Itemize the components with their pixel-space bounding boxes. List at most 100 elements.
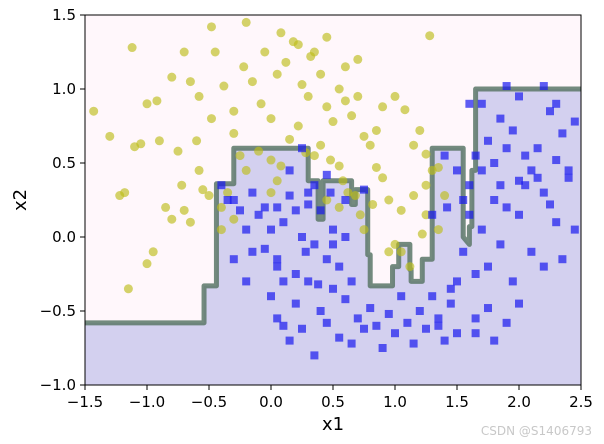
class0-point (148, 247, 158, 257)
class0-point (334, 202, 344, 212)
class0-point (152, 96, 162, 106)
class1-point (397, 292, 406, 301)
class0-point (384, 247, 394, 257)
x-tick-label: 1.0 (383, 393, 407, 411)
class1-point (484, 262, 492, 271)
class0-point (194, 91, 204, 101)
class0-point (396, 205, 406, 215)
class1-point (347, 339, 356, 348)
class1-point (453, 166, 461, 175)
class0-points (89, 17, 450, 294)
class0-point (378, 102, 388, 112)
class1-point (539, 82, 548, 91)
class0-point (384, 195, 394, 205)
class0-point (247, 77, 257, 87)
class0-point (433, 162, 443, 172)
class0-point (390, 91, 400, 101)
class0-point (266, 114, 276, 124)
class0-point (347, 111, 357, 121)
class1-point (310, 181, 319, 190)
class0-point (276, 28, 286, 38)
class1-point (341, 196, 350, 204)
class0-point (293, 121, 303, 131)
y-tick-label: 1.5 (52, 6, 76, 24)
class1-point (515, 299, 523, 308)
class1-point (490, 196, 499, 204)
class1-point (285, 191, 294, 200)
class1-point (326, 188, 335, 197)
y-tick-label: 1.0 (52, 80, 76, 98)
class0-point (142, 259, 152, 269)
class1-point (477, 99, 486, 108)
class0-point (229, 106, 239, 116)
class0-point (365, 140, 375, 150)
class0-point (326, 155, 336, 165)
class0-point (368, 199, 378, 209)
class0-point (219, 81, 229, 91)
class0-point (235, 151, 245, 161)
class0-point (421, 149, 431, 159)
class0-point (241, 17, 251, 27)
class0-point (328, 117, 338, 127)
class1-point (440, 336, 449, 345)
y-axis-ticks: −1.0 −0.5 0.0 0.5 1.0 1.5 (40, 6, 85, 394)
class1-point (558, 255, 567, 264)
class1-point (521, 181, 530, 190)
class1-point (446, 299, 455, 308)
class1-point (502, 82, 511, 91)
class1-point (372, 321, 381, 330)
class1-point (465, 181, 474, 190)
class0-point (440, 191, 450, 201)
class0-point (334, 84, 344, 94)
class1-point (471, 314, 480, 323)
class1-point (539, 262, 548, 271)
class0-point (105, 131, 115, 141)
class1-point (273, 314, 282, 323)
class1-point (223, 196, 232, 204)
class0-point (378, 173, 388, 183)
class1-point (248, 188, 257, 197)
class0-point (340, 96, 350, 106)
class0-point (256, 99, 266, 109)
class0-point (297, 80, 307, 90)
class0-point (260, 47, 270, 57)
class0-point (390, 239, 400, 249)
class1-point (484, 136, 492, 145)
class1-point (564, 166, 573, 175)
class0-point (194, 165, 204, 175)
class1-point (471, 329, 480, 338)
class0-point (306, 51, 316, 61)
class1-point (502, 144, 511, 153)
class1-point (310, 240, 319, 249)
class1-point (279, 218, 288, 227)
class1-point (453, 329, 461, 338)
class0-point (359, 131, 369, 141)
x-tick-label: 0.0 (259, 393, 283, 411)
class1-point (508, 277, 517, 286)
class0-point (355, 210, 365, 220)
y-tick-label: −1.0 (40, 376, 76, 394)
class1-point (443, 203, 452, 212)
class1-point (515, 210, 523, 219)
class1-point (279, 277, 288, 286)
class1-point (533, 173, 542, 182)
class1-point (353, 314, 362, 323)
y-tick-label: −0.5 (40, 302, 76, 320)
class0-point (239, 62, 249, 72)
class1-point (298, 324, 306, 333)
class1-point (539, 188, 548, 197)
y-axis-label: x2 (10, 189, 31, 211)
x-tick-label: 2.5 (569, 393, 593, 411)
class0-point (198, 185, 208, 195)
class1-point (304, 200, 313, 209)
class1-point (471, 270, 480, 278)
y-tick-label: 0.5 (52, 154, 76, 172)
class0-point (421, 180, 431, 190)
class0-point (127, 43, 137, 53)
x-tick-label: 2.0 (507, 393, 531, 411)
class0-point (177, 180, 187, 190)
class1-point (477, 166, 486, 175)
class1-point (527, 166, 536, 175)
class1-point (570, 225, 579, 234)
class0-point (229, 128, 239, 138)
